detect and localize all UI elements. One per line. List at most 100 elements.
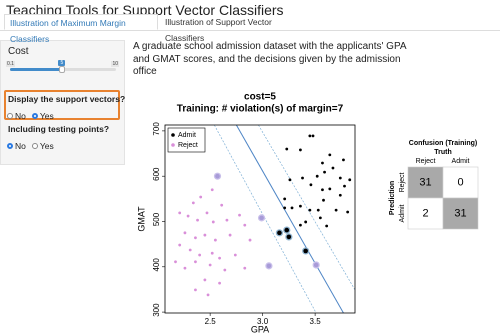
y-tick-label: 500: [152, 212, 161, 226]
support-vector: [215, 173, 220, 179]
radio-option[interactable]: Yes: [31, 111, 54, 121]
radio-button[interactable]: [31, 143, 38, 149]
point: [206, 293, 210, 297]
decision-boundary: [235, 125, 344, 313]
point: [325, 224, 329, 228]
y-tick-label: 400: [152, 258, 161, 272]
point: [194, 260, 197, 264]
point: [283, 206, 287, 210]
point: [203, 278, 207, 282]
description: A graduate school admission dataset with…: [133, 41, 406, 77]
point: [322, 198, 325, 202]
column-header: Truth: [434, 149, 452, 156]
point: [301, 176, 304, 180]
point: [223, 268, 227, 272]
point: [315, 174, 319, 178]
highlight-box: [4, 90, 120, 120]
radio-option[interactable]: No: [7, 141, 26, 151]
confusion-cell: [442, 197, 479, 230]
y-tick-label: 300: [152, 303, 161, 317]
plot-frame: [164, 124, 356, 314]
point: [248, 238, 252, 242]
legend-label: Admit: [178, 132, 196, 139]
y-tick-label: 600: [152, 167, 161, 181]
legend-box: [167, 127, 206, 153]
point: [210, 251, 214, 255]
point: [203, 233, 207, 237]
confusion-cell: [407, 197, 444, 230]
y-tick-label: 700: [152, 122, 161, 136]
radio-button[interactable]: [31, 113, 38, 119]
sv-label: Display the support vectors?: [8, 94, 126, 104]
point: [328, 187, 332, 191]
point: [198, 253, 202, 257]
x-axis-label: GPA: [251, 324, 269, 333]
point: [338, 193, 342, 197]
point: [308, 208, 312, 212]
point: [290, 206, 294, 210]
x-tick-label: 3.0: [257, 317, 269, 326]
confusion-value: 2: [422, 207, 428, 219]
point: [308, 134, 312, 138]
support-vector: [284, 227, 290, 233]
point: [346, 210, 350, 214]
support-vector: [313, 262, 319, 268]
slider-value: 5: [58, 60, 66, 66]
point: [318, 216, 322, 220]
support-vector: [266, 263, 272, 269]
confusion-value: 31: [454, 207, 466, 219]
radio-option[interactable]: Yes: [31, 141, 54, 151]
radio-button[interactable]: [7, 143, 13, 149]
support-vector: [286, 234, 292, 240]
slider-max: 10: [111, 61, 119, 67]
confusion-cell: [407, 166, 444, 199]
radio-label: Yes: [39, 111, 54, 121]
tab[interactable]: Illustration of Maximum Margin Classifie…: [4, 14, 158, 44]
support-vector: [303, 248, 308, 254]
cost-slider[interactable]: 0.1 10 5: [0, 60, 125, 80]
tab[interactable]: Illustration of Support Vector Classifie…: [165, 17, 272, 43]
radio-option[interactable]: No: [7, 111, 26, 121]
legend-marker: [171, 133, 175, 137]
point: [299, 204, 302, 208]
slider-handle[interactable]: [59, 66, 66, 73]
point: [334, 208, 338, 212]
x-tick-label: 2.5: [205, 317, 217, 326]
point: [304, 220, 308, 224]
confusion-value: 31: [419, 176, 431, 188]
testing-radio-group: No Yes: [7, 136, 60, 154]
point: [194, 288, 197, 292]
point: [220, 203, 224, 207]
support-vector: [259, 215, 264, 221]
point: [199, 195, 203, 199]
point: [331, 166, 335, 170]
point: [186, 214, 190, 218]
point: [196, 218, 199, 222]
sv-radio-group: No Yes: [7, 106, 60, 124]
point: [321, 188, 324, 192]
point: [299, 148, 302, 152]
testing-label: Including testing points?: [8, 124, 110, 134]
support-vector: [277, 230, 282, 236]
point: [233, 253, 237, 257]
column-label: Reject: [416, 158, 436, 165]
row-header: Prediction: [389, 181, 396, 215]
point: [208, 263, 212, 267]
point: [328, 153, 332, 157]
chart-title: cost=5: [244, 92, 276, 103]
radio-label: Yes: [39, 141, 54, 151]
point: [218, 256, 221, 260]
x-tick-label: 3.5: [310, 317, 322, 326]
point: [285, 147, 289, 151]
point: [225, 218, 229, 222]
radio-button[interactable]: [7, 113, 13, 119]
point: [228, 233, 232, 237]
point: [316, 208, 320, 212]
point: [323, 170, 326, 174]
point: [178, 211, 182, 215]
point: [218, 281, 221, 285]
point: [283, 197, 287, 201]
point: [178, 243, 182, 247]
